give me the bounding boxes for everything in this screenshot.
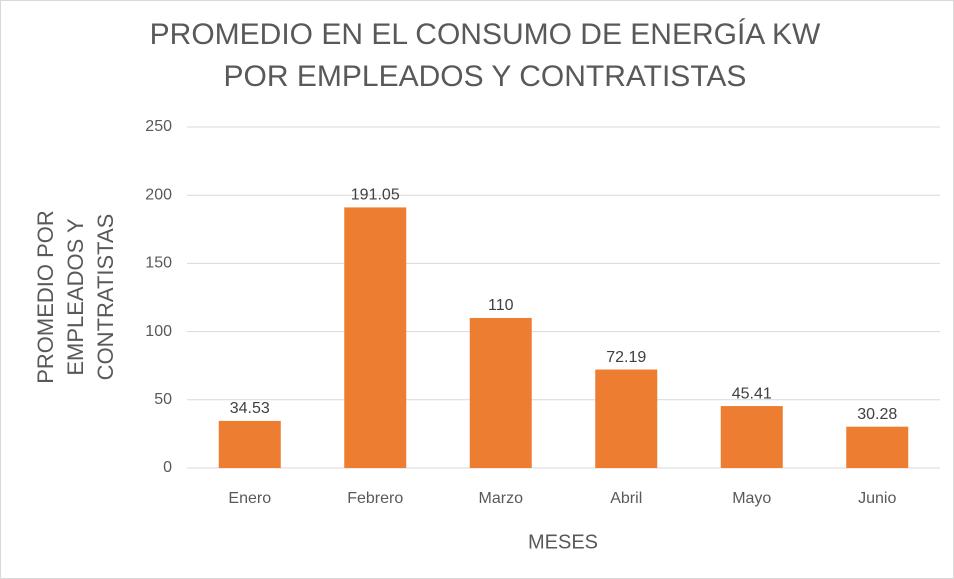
chart-title: POR EMPLEADOS Y CONTRATISTAS <box>224 60 747 93</box>
y-tick-label: 50 <box>154 391 172 408</box>
y-tick-label: 250 <box>145 118 172 135</box>
y-axis-title-line: PROMEDIO POR <box>33 210 58 384</box>
bar <box>469 317 532 468</box>
x-tick-label: Abril <box>610 490 642 507</box>
chart-title: PROMEDIO EN EL CONSUMO DE ENERGÍA KW <box>150 18 821 51</box>
x-axis-title: MESES <box>528 531 598 553</box>
y-tick-label: 100 <box>145 323 172 340</box>
x-tick-label: Enero <box>228 490 271 507</box>
data-label: 191.05 <box>351 187 400 204</box>
x-tick-label: Junio <box>858 490 896 507</box>
bar <box>595 369 658 468</box>
x-tick-label: Marzo <box>479 490 524 507</box>
y-tick-label: 150 <box>145 255 172 272</box>
y-tick-label: 0 <box>163 459 172 476</box>
data-label: 72.19 <box>606 349 646 366</box>
y-axis-title-line: EMPLEADOS Y <box>63 218 88 376</box>
bar <box>344 207 407 468</box>
bar <box>846 426 909 468</box>
bar <box>720 406 783 468</box>
data-label: 34.53 <box>230 400 270 417</box>
data-label: 110 <box>488 297 514 314</box>
bar <box>218 420 281 468</box>
data-label: 45.41 <box>732 385 772 402</box>
data-label: 30.28 <box>857 406 897 423</box>
x-tick-label: Mayo <box>732 490 771 507</box>
y-tick-label: 200 <box>145 186 172 203</box>
x-tick-label: Febrero <box>347 490 403 507</box>
y-axis-title: PROMEDIO POR EMPLEADOS Y CONTRATISTAS <box>33 210 118 384</box>
y-axis-title-line: CONTRATISTAS <box>93 214 118 381</box>
